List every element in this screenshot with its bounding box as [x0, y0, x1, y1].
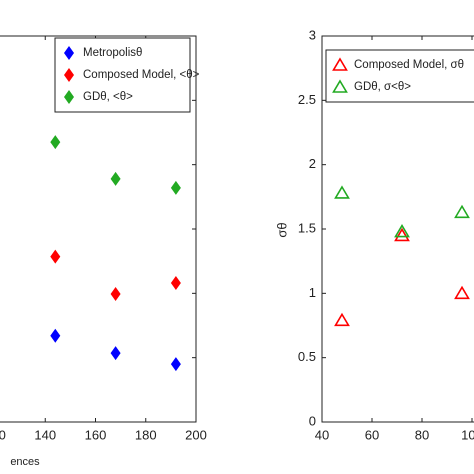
point	[50, 135, 61, 150]
x-tick-label: 200	[185, 427, 207, 442]
point	[454, 285, 470, 300]
legend-marker	[64, 90, 74, 104]
legend-box	[325, 49, 474, 103]
y-tick-label: 3	[309, 27, 316, 42]
x-tick-label: 120	[0, 427, 6, 442]
y-tick-label: 2	[309, 156, 316, 171]
point	[110, 346, 121, 361]
legend-label: GDθ, <θ>	[83, 91, 133, 103]
legend-label: Metropolisθ	[83, 47, 142, 59]
legend-label: Composed Model, <θ>	[83, 69, 200, 81]
y-tick-label: 0.5	[298, 349, 316, 364]
y-tick-label: 0	[309, 413, 316, 428]
legend-label: Composed Model, σθ	[354, 59, 464, 71]
point	[394, 227, 410, 242]
point	[170, 180, 181, 195]
y-axis-label: σθ	[274, 222, 289, 237]
x-tick-label: 80	[415, 427, 429, 442]
point	[334, 312, 350, 327]
x-tick-label: 180	[135, 427, 157, 442]
legend-marker	[332, 57, 348, 71]
x-tick-label: 60	[365, 427, 379, 442]
point	[110, 171, 121, 186]
point	[454, 204, 470, 219]
y-tick-label: 1	[309, 285, 316, 300]
legend-marker	[64, 68, 74, 82]
x-tick-label: 160	[85, 427, 107, 442]
legend-box	[54, 37, 191, 113]
legend-label: GDθ, σ<θ>	[354, 81, 411, 93]
x-tick-label: 40	[315, 427, 329, 442]
y-tick-label: 1.5	[298, 220, 316, 235]
x-tick-label: 140	[34, 427, 56, 442]
legend-marker	[332, 79, 348, 93]
legend-marker	[64, 46, 74, 60]
point	[170, 276, 181, 291]
x-axis-label: ences	[10, 456, 40, 468]
y-tick-label: 2.5	[298, 92, 316, 107]
point	[110, 286, 121, 301]
point	[50, 249, 61, 264]
point	[394, 224, 410, 238]
x-tick-label: 100	[461, 427, 474, 442]
point	[170, 357, 181, 372]
point	[334, 185, 350, 199]
point	[50, 328, 61, 343]
